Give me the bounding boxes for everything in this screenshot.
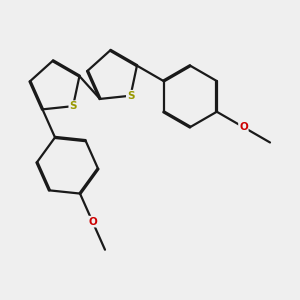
Text: O: O xyxy=(239,122,248,132)
Text: O: O xyxy=(88,217,97,226)
Text: S: S xyxy=(127,91,134,101)
Text: S: S xyxy=(69,101,77,111)
